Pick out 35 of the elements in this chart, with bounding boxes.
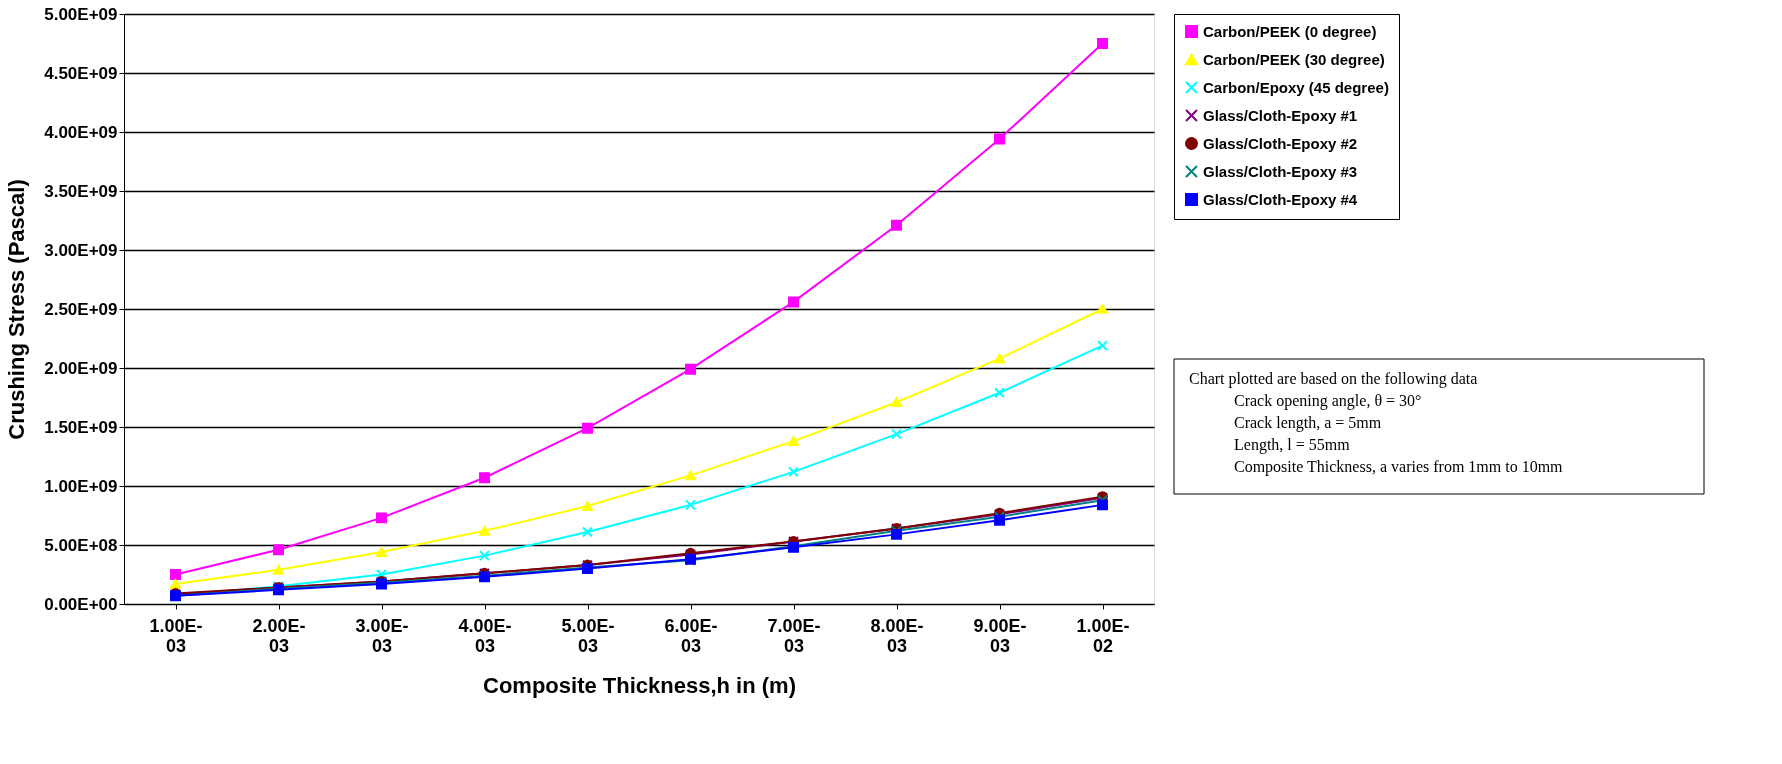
text: Length, l = 55mm [1234, 436, 1351, 454]
text: Composite Thickness, a varies from 1mm to 10mm [1234, 458, 1564, 476]
x-tick-label: 2.00E-03 [252, 615, 306, 656]
x-tick-label: 1.00E-03 [149, 615, 203, 656]
x-axis-title: Composite Thickness,h in (m) [483, 672, 796, 698]
y-tick-label: 0.00E+00 [44, 594, 118, 614]
legend-label: Carbon/PEEK (30 degree) [1203, 50, 1385, 68]
x-tick-label: 1.00E-02 [1076, 615, 1130, 656]
y-tick-label: 4.50E+09 [44, 63, 118, 83]
y-axis-title: Crushing Stress (Pascal) [4, 179, 30, 440]
text: Crack opening angle, θ = 30° [1234, 392, 1422, 410]
x-tick-label: 8.00E-03 [870, 615, 924, 656]
y-tick-label: 5.00E+08 [44, 535, 118, 555]
legend-label: Glass/Cloth-Epoxy #4 [1203, 190, 1358, 208]
legend-label: Glass/Cloth-Epoxy #3 [1203, 162, 1358, 180]
y-tick-label: 2.00E+09 [44, 358, 118, 378]
x-tick-label: 3.00E-03 [355, 615, 409, 656]
y-tick-label: 5.00E+09 [44, 4, 118, 24]
legend-label: Carbon/PEEK (0 degree) [1203, 22, 1377, 40]
x-tick-label: 4.00E-03 [458, 615, 512, 656]
y-tick-label: 3.00E+09 [44, 240, 118, 260]
x-tick-label: 6.00E-03 [664, 615, 718, 656]
x-tick-label: 5.00E-03 [561, 615, 615, 656]
y-tick-label: 3.50E+09 [44, 181, 118, 201]
y-tick-label: 1.00E+09 [44, 476, 118, 496]
legend-label: Glass/Cloth-Epoxy #1 [1203, 106, 1358, 124]
y-tick-label: 4.00E+09 [44, 122, 118, 142]
x-tick-label: 9.00E-03 [973, 615, 1027, 656]
legend-label: Carbon/Epoxy (45 degree) [1203, 78, 1389, 96]
y-tick-label: 1.50E+09 [44, 417, 118, 437]
y-tick-label: 2.50E+09 [44, 299, 118, 319]
legend-label: Glass/Cloth-Epoxy #2 [1203, 134, 1358, 152]
text: Chart plotted are based on the following data [1189, 370, 1478, 388]
text: Crack length, a = 5mm [1234, 414, 1382, 432]
x-tick-label: 7.00E-03 [767, 615, 821, 656]
